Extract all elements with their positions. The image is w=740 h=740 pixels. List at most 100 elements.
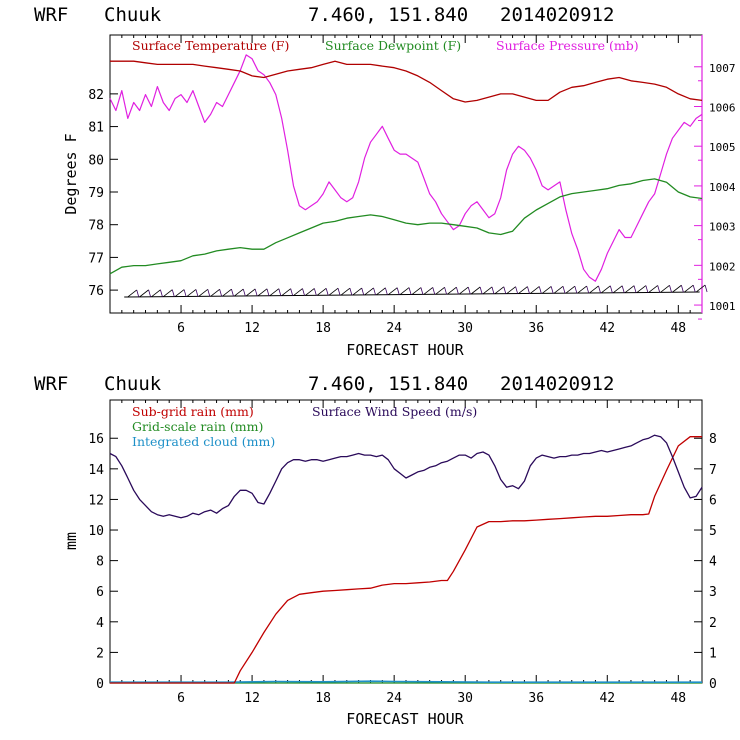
wind-barb-flag [290, 288, 294, 296]
wind-barb [186, 289, 197, 297]
x-tick-label: 6 [177, 691, 185, 706]
wind-barb [316, 288, 327, 296]
wind-barb [151, 289, 161, 298]
wind-barb-flag [171, 289, 175, 297]
wind-barb-flag [456, 287, 459, 295]
wind-barb [435, 286, 445, 295]
wind-barb [139, 289, 149, 298]
wind-barb-flag [373, 287, 376, 296]
wind-barb [494, 286, 505, 295]
wind-barb-flag [219, 289, 223, 297]
series-group [109, 54, 703, 282]
wind-barb-flag [633, 285, 637, 293]
wind-barb [589, 285, 599, 294]
wind-barb [340, 287, 351, 296]
wind-barb-flag [574, 286, 578, 294]
wind-barb [672, 284, 682, 293]
wind-barb [447, 286, 457, 295]
y-tick-label: 6 [96, 585, 104, 600]
subgrid-rain-line [110, 436, 702, 684]
wind-barb [269, 288, 280, 297]
x-tick-label: 12 [244, 691, 260, 706]
y2-tick-label: 1005 [709, 141, 736, 154]
wind-barb [648, 285, 658, 293]
wind-barb [565, 285, 576, 294]
wind-barb [660, 285, 670, 293]
y-tick-label: 80 [88, 153, 104, 168]
y-axis-right-wind: 0 1 2 3 4 5 6 7 8 [694, 432, 717, 692]
y2-tick-label: 4 [709, 555, 717, 570]
y-tick-label: 77 [88, 251, 104, 266]
x-tick-label: 42 [599, 321, 615, 336]
y-axis-left-2: 0 2 4 6 8 10 12 14 16 [88, 432, 118, 692]
wind-barb-flag [408, 287, 412, 295]
wind-barb-flag [349, 288, 353, 296]
wind-barb [601, 285, 611, 294]
wind-barb-flag [657, 285, 661, 293]
wind-barb [163, 289, 173, 297]
wind-barb-flag [136, 289, 140, 298]
x-tick-label: 36 [528, 321, 544, 336]
y2-tick-label: 0 [709, 677, 717, 692]
wind-barb-flag [609, 285, 613, 293]
wind-barb-flag [503, 286, 507, 294]
wind-barb [387, 287, 398, 296]
wind-barb [518, 286, 528, 294]
x-axis-title: FORECAST HOUR [346, 341, 464, 359]
y2-tick-label: 1004 [709, 181, 736, 194]
wind-barb [506, 286, 516, 295]
y2-tick-label: 5 [709, 524, 717, 539]
wind-barb [695, 284, 706, 293]
wind-barb-flag [361, 287, 365, 296]
wind-barb [399, 287, 410, 295]
legend-gridscale-rain: Grid-scale rain (mm) [132, 419, 263, 434]
temperature-line [110, 60, 703, 103]
wind-barb [293, 288, 303, 296]
y-tick-label: 4 [96, 616, 104, 631]
wind-barb [222, 288, 232, 297]
model-label: WRF [34, 4, 68, 26]
wind-barb-flag [160, 289, 163, 297]
y2-tick-label: 8 [709, 432, 717, 447]
wind-barb [624, 285, 635, 293]
x-tick-label: 24 [386, 321, 402, 336]
wind-barb [459, 286, 469, 295]
wind-barb-flag [195, 289, 199, 297]
wind-barb [127, 289, 138, 298]
y-tick-label: 76 [88, 284, 104, 299]
wind-barb-flag [278, 288, 282, 296]
y2-tick-label: 2 [709, 616, 717, 631]
x-tick-label: 30 [457, 321, 473, 336]
wind-barb-flag [562, 286, 566, 294]
y-tick-label: 14 [88, 463, 104, 478]
wind-barb-flag [313, 288, 317, 296]
y2-tick-label: 1006 [709, 101, 736, 114]
wind-barb [612, 285, 623, 294]
y-tick-label: 79 [88, 186, 104, 201]
coords-label-2: 7.460, 151.840 [308, 373, 468, 395]
wind-barb [423, 287, 434, 295]
wind-barb-flag [538, 286, 542, 294]
wind-barb-flag [479, 286, 483, 295]
wind-barb-flag [432, 287, 436, 295]
x-tick-label: 48 [670, 321, 686, 336]
y2-tick-label: 7 [709, 463, 717, 478]
wind-barb [577, 285, 587, 294]
wind-barb-flag [491, 286, 495, 295]
wind-barb [530, 286, 540, 294]
init-time-label-2: 2014020912 [500, 373, 614, 395]
wind-barb-flag [681, 285, 684, 293]
pressure-line [109, 54, 703, 282]
wind-barb [245, 288, 256, 297]
wind-barb-flag [645, 285, 649, 293]
wind-barb-flag [325, 288, 329, 296]
wind-barb-flag [183, 289, 187, 297]
y-axis-right-pressure: 1001 1002 1003 1004 1005 1006 1007 [694, 62, 736, 320]
wind-barb [234, 288, 244, 297]
dewpoint-line [109, 178, 703, 275]
x-tick-label: 18 [315, 691, 331, 706]
wind-barb-flag [704, 284, 708, 293]
wind-barb [174, 289, 185, 297]
wind-barb [541, 286, 552, 294]
